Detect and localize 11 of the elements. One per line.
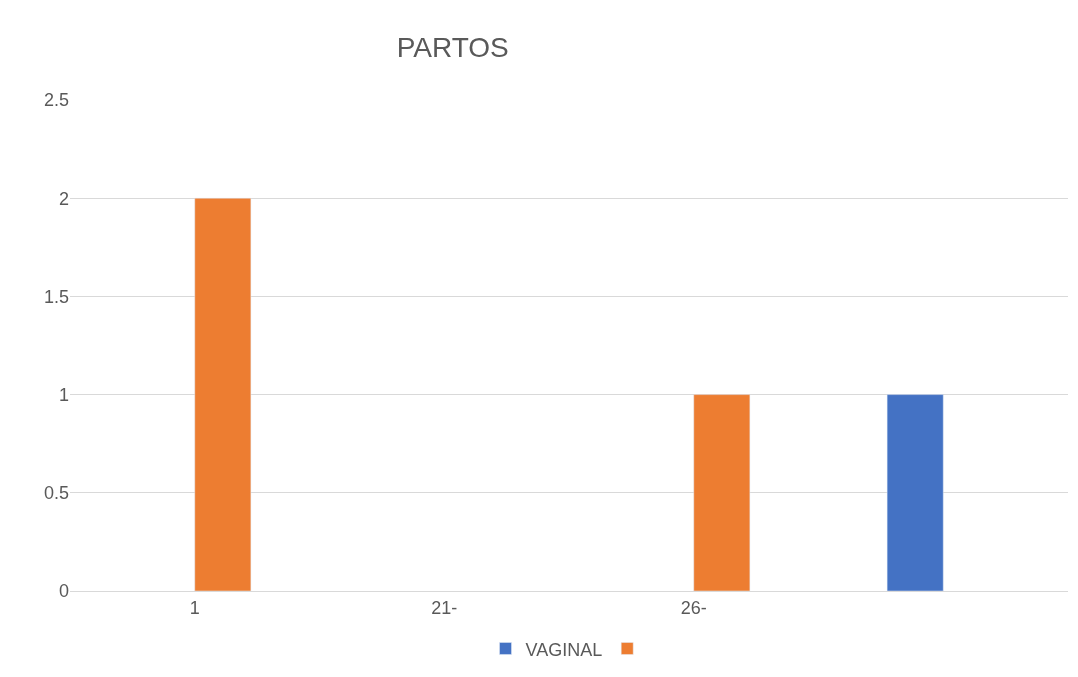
y-tick-label: 1 xyxy=(58,384,69,405)
x-tick-label: 21- xyxy=(431,597,458,618)
y-tick-label: 2 xyxy=(58,188,69,209)
legend-label: VAGINAL xyxy=(525,639,603,660)
y-tick-label: 0 xyxy=(58,581,69,602)
x-tick-label: 1 xyxy=(189,597,200,618)
x-tick-label: 26- xyxy=(680,597,707,618)
y-tick-label: 1.5 xyxy=(43,286,69,307)
y-tick-label: 2.5 xyxy=(43,90,69,111)
chart-title: PARTOS xyxy=(396,32,509,64)
y-tick-label: 0.5 xyxy=(43,483,69,504)
